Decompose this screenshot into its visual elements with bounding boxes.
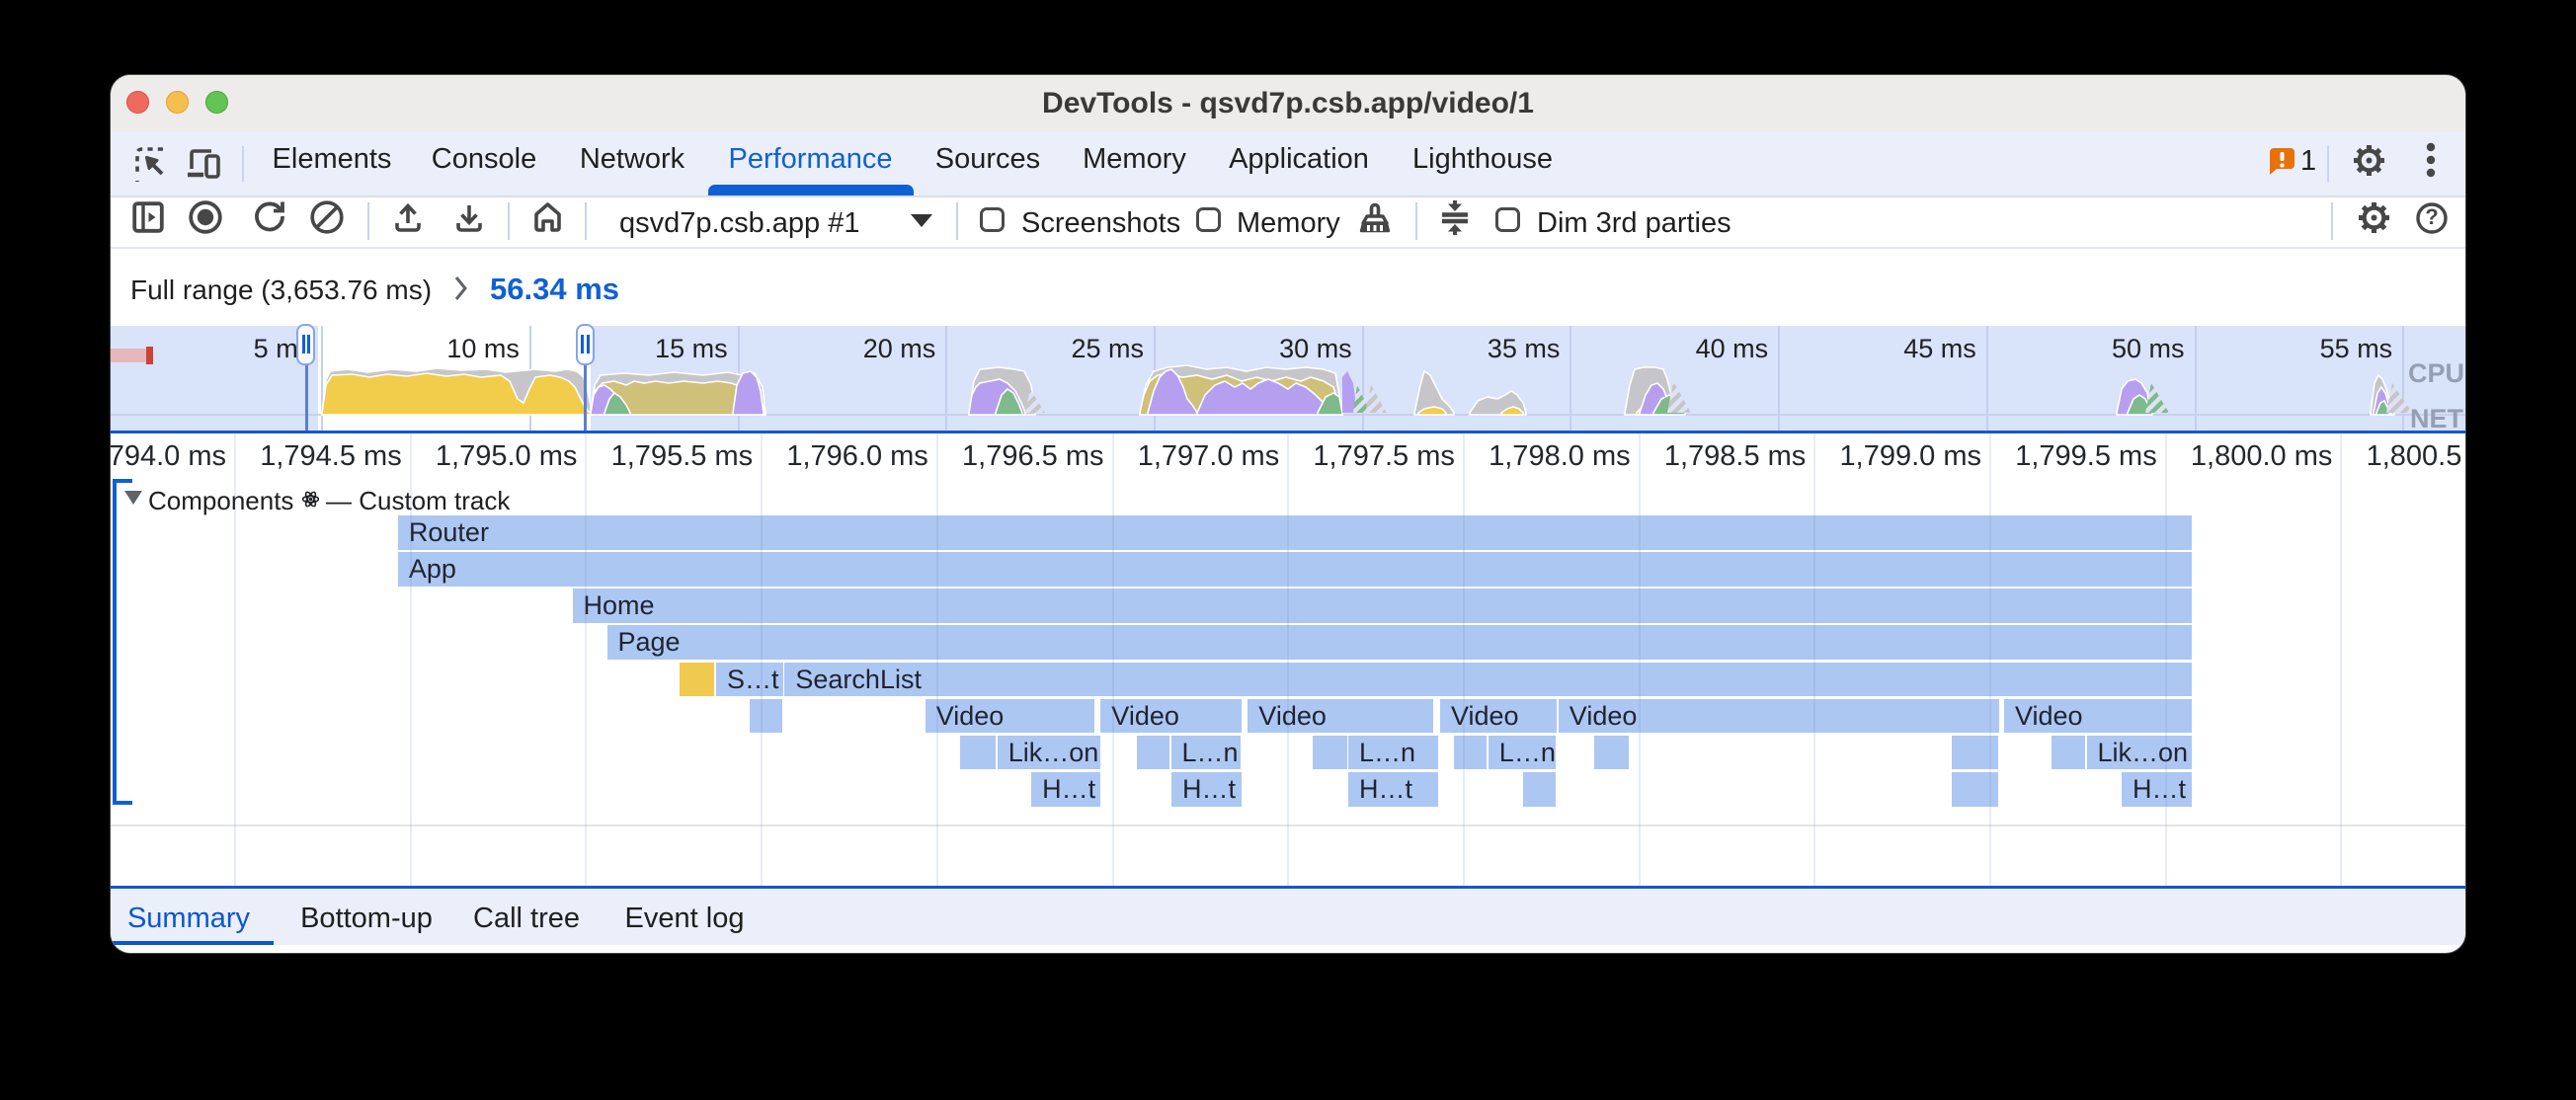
svg-text:?: ?	[2425, 204, 2438, 229]
